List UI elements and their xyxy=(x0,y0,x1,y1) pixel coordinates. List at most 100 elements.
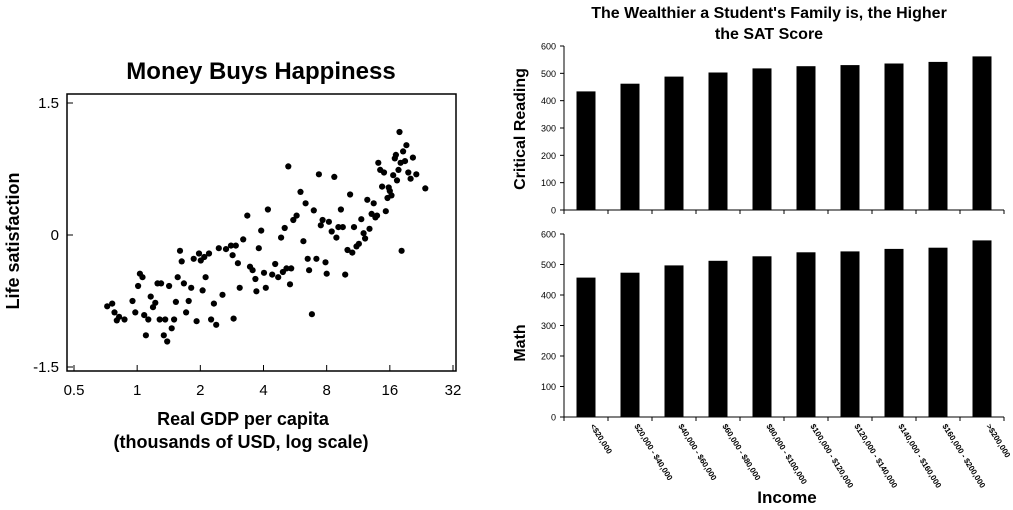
scatter-point xyxy=(286,281,294,288)
income-category-label: $100,000 - $120,000 xyxy=(808,422,855,490)
scatter-point xyxy=(355,240,362,247)
reading-y-tick-label: 500 xyxy=(541,69,556,79)
scatter-point xyxy=(135,282,142,290)
critical-reading-panel: 600 500 400 300 200 100 0 xyxy=(541,42,1005,216)
scatter-point xyxy=(213,321,220,328)
scatter-point xyxy=(183,309,190,316)
math-bar xyxy=(884,248,904,417)
reading-bar xyxy=(840,65,860,210)
scatter-point xyxy=(227,242,235,249)
reading-bar xyxy=(796,66,816,210)
math-bar xyxy=(620,272,640,417)
scatter-point xyxy=(129,297,136,305)
scatter-point xyxy=(199,287,206,294)
scatter-point xyxy=(413,171,420,178)
reading-bar xyxy=(752,68,772,211)
scatter-point xyxy=(174,274,181,281)
scatter-point xyxy=(185,297,192,305)
scatter-point xyxy=(205,250,213,257)
math-y-tick-label: 600 xyxy=(541,230,556,240)
scatter-y-axis-label: Life satisfaction xyxy=(3,172,23,309)
income-category-label: $20,000 - $40,000 xyxy=(632,422,674,482)
math-y-tick-label: 100 xyxy=(541,382,556,392)
scatter-point xyxy=(195,250,203,257)
income-category-label: $60,000 - $80,000 xyxy=(720,422,762,482)
scatter-point xyxy=(390,172,397,179)
scatter-point xyxy=(300,238,307,245)
scatter-point xyxy=(160,332,167,339)
scatter-point xyxy=(180,280,187,287)
scatter-point xyxy=(422,185,429,192)
scatter-point xyxy=(176,247,184,254)
scatter-point xyxy=(302,200,309,207)
scatter-point xyxy=(172,298,179,305)
scatter-point xyxy=(322,259,329,266)
scatter-point xyxy=(362,235,369,242)
scatter-point xyxy=(398,247,405,254)
scatter-point xyxy=(252,275,259,283)
scatter-point xyxy=(375,159,382,166)
scatter-point xyxy=(260,269,268,276)
scatter-point xyxy=(350,224,358,231)
scatter-point xyxy=(222,246,230,253)
scatter-x-axis-label-line2: (thousands of USD, log scale) xyxy=(113,432,368,452)
scatter-point xyxy=(360,230,367,237)
scatter-x-tick-label: 8 xyxy=(322,382,330,399)
math-y-tick-label: 400 xyxy=(541,291,556,301)
scatter-point xyxy=(152,299,159,306)
reading-bar xyxy=(972,56,992,211)
scatter-point xyxy=(253,288,260,295)
scatter-point xyxy=(339,224,346,231)
math-axis-label: Math xyxy=(512,324,529,361)
scatter-title: Money Buys Happiness xyxy=(126,58,395,85)
critical-reading-axis-label: Critical Reading xyxy=(512,68,529,190)
reading-y-tick-label: 600 xyxy=(541,42,556,52)
scatter-y-tick-label: 0 xyxy=(51,227,59,244)
scatter-point xyxy=(139,274,146,281)
reading-y-tick-label: 100 xyxy=(541,178,556,188)
reading-y-tick-label: 300 xyxy=(541,124,556,134)
scatter-point xyxy=(255,245,262,252)
scatter-point xyxy=(409,154,416,161)
reading-bar xyxy=(620,83,640,210)
math-panel: 600 500 400 300 200 100 0 xyxy=(541,230,1005,423)
scatter-point xyxy=(319,216,326,224)
scatter-point xyxy=(405,169,412,176)
scatter-point xyxy=(232,242,239,249)
scatter-point xyxy=(393,177,401,184)
scatter-point xyxy=(121,316,128,323)
scatter-point xyxy=(333,234,340,241)
income-category-label: $40,000 - $60,000 xyxy=(676,422,718,482)
scatter-point xyxy=(264,206,271,213)
bar-chart-group: The Wealthier a Student's Family is, the… xyxy=(512,5,1012,507)
math-bar xyxy=(752,256,772,417)
scatter-point xyxy=(142,332,149,339)
scatter-point xyxy=(331,173,338,180)
math-y-tick-label: 200 xyxy=(541,352,556,362)
income-category-label: <$20,000 xyxy=(588,422,614,456)
scatter-point xyxy=(164,338,171,345)
math-bar xyxy=(708,260,728,417)
math-bar xyxy=(840,251,860,417)
scatter-point xyxy=(104,303,111,310)
math-bar xyxy=(928,247,948,417)
scatter-point xyxy=(403,142,410,149)
scatter-point xyxy=(275,274,282,281)
reading-bar xyxy=(928,61,948,211)
scatter-point xyxy=(283,265,290,272)
scatter-point xyxy=(395,166,402,173)
scatter-point xyxy=(382,208,389,215)
scatter-point xyxy=(288,265,295,272)
scatter-point xyxy=(310,207,317,214)
scatter-point xyxy=(156,316,163,323)
scatter-point xyxy=(141,312,148,319)
scatter-point xyxy=(400,148,407,155)
reading-bar xyxy=(664,76,684,210)
math-bar xyxy=(796,252,816,417)
scatter-point xyxy=(304,255,311,262)
scatter-point xyxy=(347,191,354,198)
scatter-y-tick-label: 1.5 xyxy=(38,95,59,112)
scatter-y-tick-label: -1.5 xyxy=(33,359,59,376)
scatter-point xyxy=(162,316,169,323)
